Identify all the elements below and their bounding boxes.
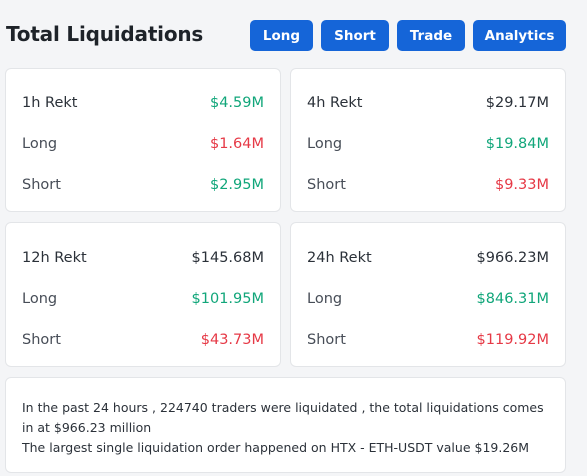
- short-label: Short: [22, 177, 61, 193]
- trade-button[interactable]: Trade: [397, 20, 465, 51]
- short-value: $9.33M: [494, 177, 549, 193]
- period-value: $4.59M: [209, 95, 264, 111]
- short-row: Short $9.33M: [307, 174, 549, 196]
- long-button[interactable]: Long: [250, 20, 313, 51]
- long-label: Long: [22, 291, 58, 307]
- long-value: $846.31M: [476, 291, 549, 307]
- short-label: Short: [22, 332, 61, 348]
- long-label: Long: [22, 136, 58, 152]
- short-value: $2.95M: [209, 177, 264, 193]
- card-12h: 12h Rekt $145.68M Long $101.95M Short $4…: [5, 222, 281, 367]
- period-label: 1h Rekt: [22, 95, 78, 111]
- long-label: Long: [307, 291, 343, 307]
- period-label: 24h Rekt: [307, 250, 372, 266]
- short-row: Short $43.73M: [22, 329, 264, 351]
- long-row: Long $101.95M: [22, 288, 264, 310]
- period-label: 4h Rekt: [307, 95, 363, 111]
- short-label: Short: [307, 177, 346, 193]
- period-row: 24h Rekt $966.23M: [307, 247, 549, 269]
- long-value: $1.64M: [209, 136, 264, 152]
- summary-panel: In the past 24 hours , 224740 traders we…: [5, 377, 566, 473]
- long-row: Long $1.64M: [22, 133, 264, 155]
- card-1h: 1h Rekt $4.59M Long $1.64M Short $2.95M: [5, 68, 281, 212]
- long-label: Long: [307, 136, 343, 152]
- header: Total Liquidations Long Short Trade Anal…: [0, 0, 587, 68]
- long-value: $19.84M: [485, 136, 549, 152]
- summary-line-1: In the past 24 hours , 224740 traders we…: [22, 400, 544, 435]
- analytics-button[interactable]: Analytics: [473, 20, 566, 51]
- short-row: Short $2.95M: [22, 174, 264, 196]
- short-label: Short: [307, 332, 346, 348]
- long-value: $101.95M: [191, 291, 264, 307]
- period-row: 1h Rekt $4.59M: [22, 92, 264, 114]
- short-value: $119.92M: [476, 332, 549, 348]
- period-value: $29.17M: [485, 95, 549, 111]
- period-value: $145.68M: [191, 250, 264, 266]
- period-value: $966.23M: [476, 250, 549, 266]
- card-24h: 24h Rekt $966.23M Long $846.31M Short $1…: [290, 222, 566, 367]
- long-row: Long $846.31M: [307, 288, 549, 310]
- page-title: Total Liquidations: [6, 22, 204, 46]
- short-value: $43.73M: [200, 332, 264, 348]
- period-row: 4h Rekt $29.17M: [307, 92, 549, 114]
- short-button[interactable]: Short: [321, 20, 389, 51]
- long-row: Long $19.84M: [307, 133, 549, 155]
- period-row: 12h Rekt $145.68M: [22, 247, 264, 269]
- card-4h: 4h Rekt $29.17M Long $19.84M Short $9.33…: [290, 68, 566, 212]
- summary-line-2: The largest single liquidation order hap…: [22, 440, 530, 455]
- period-label: 12h Rekt: [22, 250, 87, 266]
- short-row: Short $119.92M: [307, 329, 549, 351]
